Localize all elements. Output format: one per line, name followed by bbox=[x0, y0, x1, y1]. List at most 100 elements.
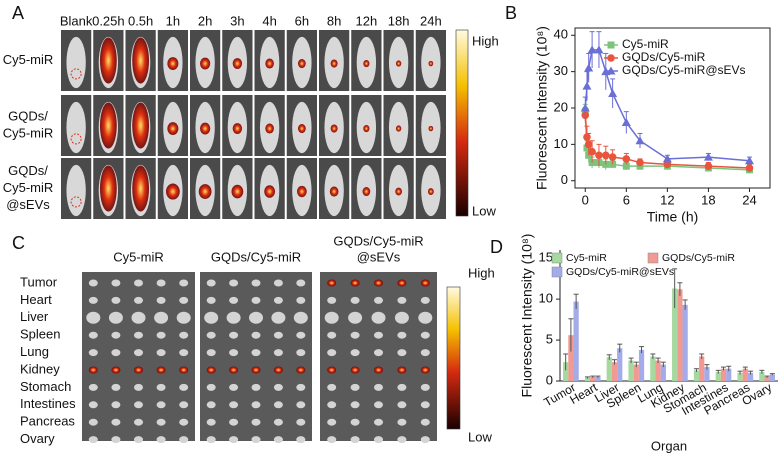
signal bbox=[330, 59, 338, 68]
legend-label: GQDs/Cy5-miR bbox=[662, 252, 735, 264]
signal bbox=[363, 59, 370, 68]
panel-label: D bbox=[490, 237, 503, 257]
organ bbox=[88, 296, 98, 304]
organ bbox=[348, 311, 363, 324]
y-tick-label: 5 bbox=[546, 332, 553, 347]
data-point bbox=[587, 45, 597, 54]
organ bbox=[206, 383, 216, 391]
legend-label: GQDs/Cy5-miR@sEVs bbox=[622, 63, 746, 77]
organ bbox=[206, 436, 216, 444]
organ bbox=[206, 349, 216, 357]
organ bbox=[374, 383, 383, 391]
organ bbox=[350, 296, 360, 304]
data-point bbox=[622, 162, 630, 170]
data-point bbox=[622, 155, 631, 163]
signal bbox=[200, 122, 211, 135]
organ bbox=[420, 331, 430, 339]
organ bbox=[156, 331, 166, 339]
signal bbox=[362, 187, 371, 197]
organ bbox=[251, 279, 261, 287]
organ bbox=[206, 296, 216, 304]
organ bbox=[229, 401, 239, 409]
organ bbox=[134, 418, 143, 426]
bar bbox=[682, 304, 688, 381]
bar bbox=[737, 372, 743, 381]
organ bbox=[111, 349, 121, 357]
organ bbox=[156, 401, 166, 409]
signal bbox=[167, 57, 179, 70]
organ bbox=[229, 331, 239, 339]
organ bbox=[350, 401, 360, 409]
column-label: 3h bbox=[230, 13, 244, 28]
row-label: Spleen bbox=[20, 327, 60, 342]
legend-marker bbox=[606, 66, 616, 75]
organ bbox=[88, 436, 98, 444]
organ bbox=[296, 331, 306, 339]
organ bbox=[374, 349, 383, 357]
y-tick-label: 0 bbox=[561, 172, 568, 187]
organ bbox=[179, 331, 189, 339]
legend-swatch bbox=[551, 266, 563, 278]
legend-label: GQDs/Cy5-miR bbox=[622, 50, 706, 64]
organ bbox=[111, 279, 121, 287]
data-point bbox=[663, 160, 672, 169]
organ bbox=[273, 401, 283, 409]
organ bbox=[374, 418, 383, 426]
signal bbox=[132, 102, 150, 149]
organ bbox=[156, 279, 166, 287]
organ bbox=[179, 349, 189, 357]
x-tick-label: 24 bbox=[742, 192, 756, 207]
organ bbox=[229, 349, 239, 357]
mouse bbox=[66, 101, 86, 154]
signal bbox=[395, 125, 402, 132]
organ bbox=[374, 436, 383, 444]
colorbar-low: Low bbox=[468, 429, 492, 444]
organ bbox=[206, 418, 216, 426]
row-label: Pancreas bbox=[20, 414, 75, 429]
row-label: GQDs/ bbox=[8, 108, 48, 123]
organ bbox=[296, 279, 306, 287]
organ bbox=[154, 311, 169, 324]
bar bbox=[628, 360, 634, 381]
signal bbox=[297, 59, 306, 69]
x-axis-label: Time (h) bbox=[647, 209, 699, 225]
bar bbox=[769, 374, 775, 381]
organ bbox=[374, 331, 383, 339]
signal bbox=[363, 124, 370, 133]
organ bbox=[374, 279, 383, 287]
data-point bbox=[594, 45, 604, 54]
organ bbox=[134, 279, 143, 287]
organ bbox=[179, 418, 189, 426]
organ bbox=[156, 349, 166, 357]
organ bbox=[156, 296, 166, 304]
column-label: Cy5-miR bbox=[113, 249, 164, 264]
y-tick-label: 15 bbox=[539, 250, 553, 265]
x-tick-label: 18 bbox=[701, 192, 715, 207]
data-point bbox=[601, 151, 610, 160]
organ bbox=[179, 401, 189, 409]
organ bbox=[296, 366, 306, 374]
data-point bbox=[583, 133, 591, 141]
organ bbox=[397, 349, 407, 357]
row-label: Heart bbox=[20, 292, 52, 307]
signal bbox=[231, 184, 244, 199]
signal bbox=[264, 185, 275, 198]
organ bbox=[273, 279, 283, 287]
organ bbox=[420, 349, 430, 357]
organ bbox=[176, 311, 191, 324]
organ bbox=[397, 296, 407, 304]
column-label: 6h bbox=[295, 13, 309, 28]
bar bbox=[595, 376, 601, 381]
organ bbox=[296, 383, 306, 391]
signal bbox=[99, 102, 117, 149]
bar bbox=[563, 362, 569, 381]
legend-swatch bbox=[647, 252, 659, 264]
column-label: 1h bbox=[166, 13, 180, 28]
organ bbox=[179, 279, 189, 287]
bar bbox=[704, 367, 710, 381]
panel-label: B bbox=[505, 3, 517, 23]
organ bbox=[273, 383, 283, 391]
bar bbox=[655, 360, 661, 381]
column-label: 2h bbox=[198, 13, 212, 28]
bar bbox=[677, 289, 683, 381]
